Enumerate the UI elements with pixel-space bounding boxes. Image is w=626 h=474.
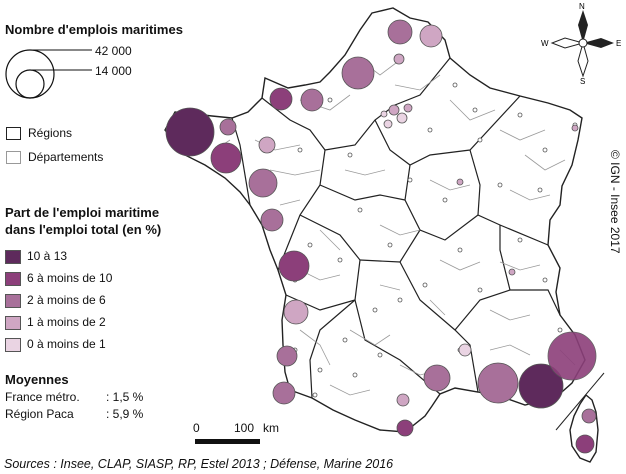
circle-paris-5 [380, 110, 388, 118]
scale-zero: 0 [193, 421, 200, 435]
circle-gard [458, 343, 472, 357]
share-label-3: 2 à moins de 6 [27, 293, 106, 307]
compass-east-arrow [583, 38, 614, 48]
departements-swatch [6, 151, 21, 164]
circle-calvados [300, 88, 324, 112]
circle-cotes-armor [219, 118, 237, 136]
sources-text: Sources : Insee, CLAP, SIASP, RP, Estel … [4, 457, 394, 471]
size-legend-title: Nombre d'emplois maritimes [5, 22, 183, 37]
share-label-4: 1 à moins de 2 [27, 315, 106, 329]
circle-alpes-maritimes [547, 331, 597, 381]
compass-south-arrow [577, 41, 589, 78]
circle-paris-4 [403, 103, 413, 113]
circle-pas-de-calais [393, 53, 405, 65]
employment-circles [165, 19, 597, 454]
circle-haute-corse [581, 408, 597, 424]
averages-title: Moyennes [5, 372, 69, 387]
share-swatch-5 [5, 338, 21, 352]
circle-landes [276, 345, 298, 367]
circle-bas-rhin [571, 124, 579, 132]
share-legend-title-2: dans l'emploi total (en %) [5, 222, 162, 237]
compass-west-arrow [550, 37, 585, 49]
regions-label: Régions [28, 126, 73, 140]
circle-paris-1 [388, 104, 400, 116]
average-france-value: : 1,5 % [106, 390, 144, 404]
circle-nord-2 [419, 24, 443, 48]
circle-manche [269, 87, 293, 111]
circle-var [518, 363, 564, 409]
scale-bar [195, 439, 260, 444]
circle-herault [423, 364, 451, 392]
circle-aude [396, 393, 410, 407]
size-label-large: 42 000 [95, 44, 132, 58]
share-swatch-4 [5, 316, 21, 330]
circle-finistere [165, 107, 215, 157]
share-swatch-2 [5, 272, 21, 286]
circle-isere [508, 268, 516, 276]
regions-swatch [6, 127, 21, 140]
share-swatch-3 [5, 294, 21, 308]
circle-gironde [283, 299, 309, 325]
circle-paris-3 [383, 119, 393, 129]
compass-w: W [541, 39, 549, 48]
circle-morbihan [210, 142, 242, 174]
circle-charente-maritime [278, 250, 310, 282]
circle-bouches-du-rhone [477, 362, 519, 404]
departements-label: Départements [28, 150, 104, 164]
circle-pyrenees-atlantiques [272, 381, 296, 405]
circle-vendee [260, 208, 284, 232]
circle-corse-du-sud [575, 434, 595, 454]
circle-pyrenees-orientales [396, 419, 414, 437]
circle-seine-maritime [341, 56, 375, 90]
scale-unit: km [263, 421, 279, 435]
share-label-5: 0 à moins de 1 [27, 337, 106, 351]
circle-cote-or [456, 178, 464, 186]
average-france-label: France métro. [5, 390, 80, 404]
share-swatch-1 [5, 250, 21, 264]
corsica-separator [555, 372, 605, 431]
circle-nord [387, 19, 413, 45]
average-paca-value: : 5,9 % [106, 407, 144, 421]
share-label-2: 6 à moins de 10 [27, 271, 113, 285]
size-label-small: 14 000 [95, 64, 132, 78]
compass-s: S [580, 77, 585, 86]
size-legend-circles [5, 49, 92, 99]
average-paca-label: Région Paca [5, 407, 74, 421]
compass-n: N [579, 2, 585, 11]
compass-e: E [616, 39, 621, 48]
scale-hundred: 100 [234, 421, 255, 435]
share-legend-title-1: Part de l'emploi maritime [5, 205, 160, 220]
circle-ille-vilaine [258, 136, 276, 154]
share-label-1: 10 à 13 [27, 249, 68, 263]
circle-loire-atlantique [248, 168, 278, 198]
compass-rose: N S W E [541, 2, 621, 86]
circle-paris-2 [396, 112, 408, 124]
compass-north-arrow [578, 10, 588, 43]
